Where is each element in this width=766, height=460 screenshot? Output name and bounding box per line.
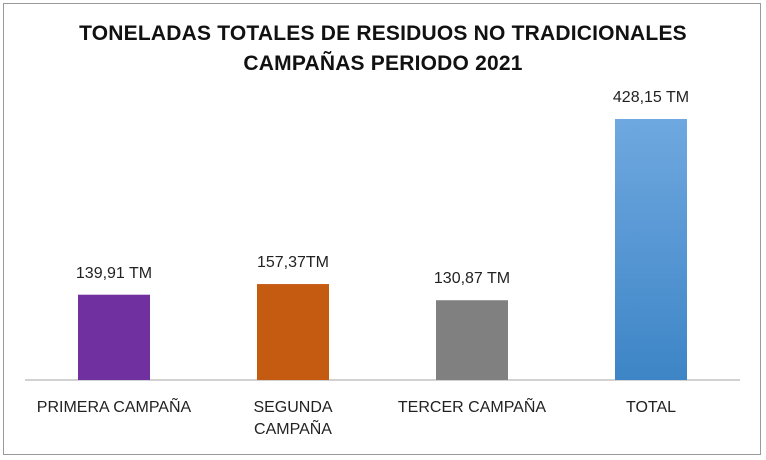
- category-label-3: TERCER CAMPAÑA: [382, 397, 562, 419]
- chart-title-line-2: CAMPAÑAS PERIODO 2021: [243, 52, 523, 75]
- category-label-2: SEGUNDA CAMPAÑA: [203, 397, 383, 441]
- data-label-2: 157,37TM: [256, 254, 330, 272]
- data-label-3: 130,87 TM: [433, 270, 511, 288]
- data-label-4: 428,15 TM: [612, 89, 690, 106]
- category-label-line: TOTAL: [625, 399, 677, 416]
- bar-1: [78, 294, 150, 380]
- category-label-line: CAMPAÑA: [254, 421, 332, 438]
- category-label-4: TOTAL: [561, 397, 741, 419]
- chart-title-line-1: TONELADAS TOTALES DE RESIDUOS NO TRADICI…: [79, 22, 687, 45]
- bar-3: [436, 300, 508, 380]
- category-label-line: TERCER CAMPAÑA: [397, 399, 547, 416]
- category-label-1: PRIMERA CAMPAÑA: [24, 397, 204, 419]
- data-label-1: 139,91 TM: [75, 264, 153, 282]
- category-label-line: PRIMERA CAMPAÑA: [36, 399, 192, 416]
- bar-2: [257, 284, 329, 380]
- bar-4: [615, 119, 687, 380]
- category-label-line: SEGUNDA: [253, 399, 333, 416]
